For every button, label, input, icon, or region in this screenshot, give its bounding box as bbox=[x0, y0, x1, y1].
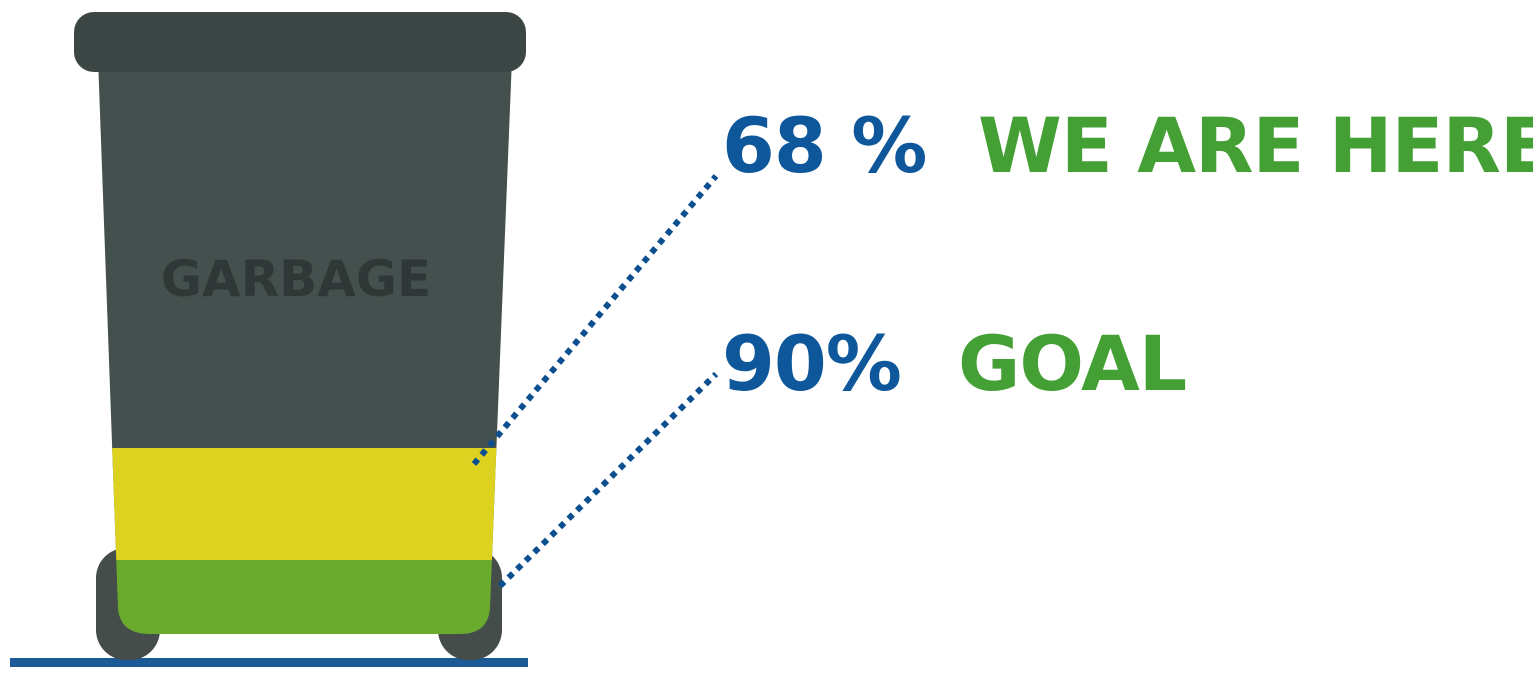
current-caption: WE ARE HERE bbox=[978, 101, 1533, 190]
current-percent: 68 % bbox=[722, 101, 927, 190]
current-fill-level bbox=[98, 448, 512, 560]
goal-fill-level bbox=[98, 560, 512, 634]
goal-leader-line bbox=[497, 371, 719, 589]
bin-lid bbox=[74, 12, 526, 72]
bin-label: GARBAGE bbox=[161, 250, 431, 308]
current-leader-line bbox=[471, 174, 719, 466]
goal-caption: GOAL bbox=[958, 319, 1187, 408]
wheelie-bin-icon: GARBAGE bbox=[74, 12, 526, 634]
goal-percent: 90% bbox=[722, 319, 902, 408]
ground-line bbox=[10, 658, 528, 667]
